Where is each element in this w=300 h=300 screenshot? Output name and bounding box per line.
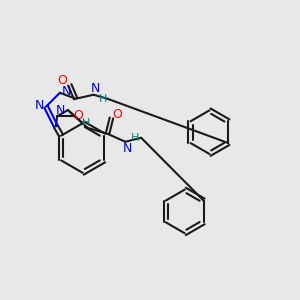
Text: N: N <box>91 82 100 95</box>
Text: H: H <box>99 94 108 104</box>
Text: O: O <box>112 107 122 121</box>
Text: H: H <box>131 133 140 143</box>
Text: N: N <box>123 142 132 155</box>
Text: N: N <box>56 103 66 116</box>
Text: N: N <box>62 85 71 98</box>
Text: O: O <box>57 74 67 87</box>
Text: H: H <box>82 118 90 128</box>
Text: N: N <box>34 99 44 112</box>
Text: O: O <box>73 109 83 122</box>
